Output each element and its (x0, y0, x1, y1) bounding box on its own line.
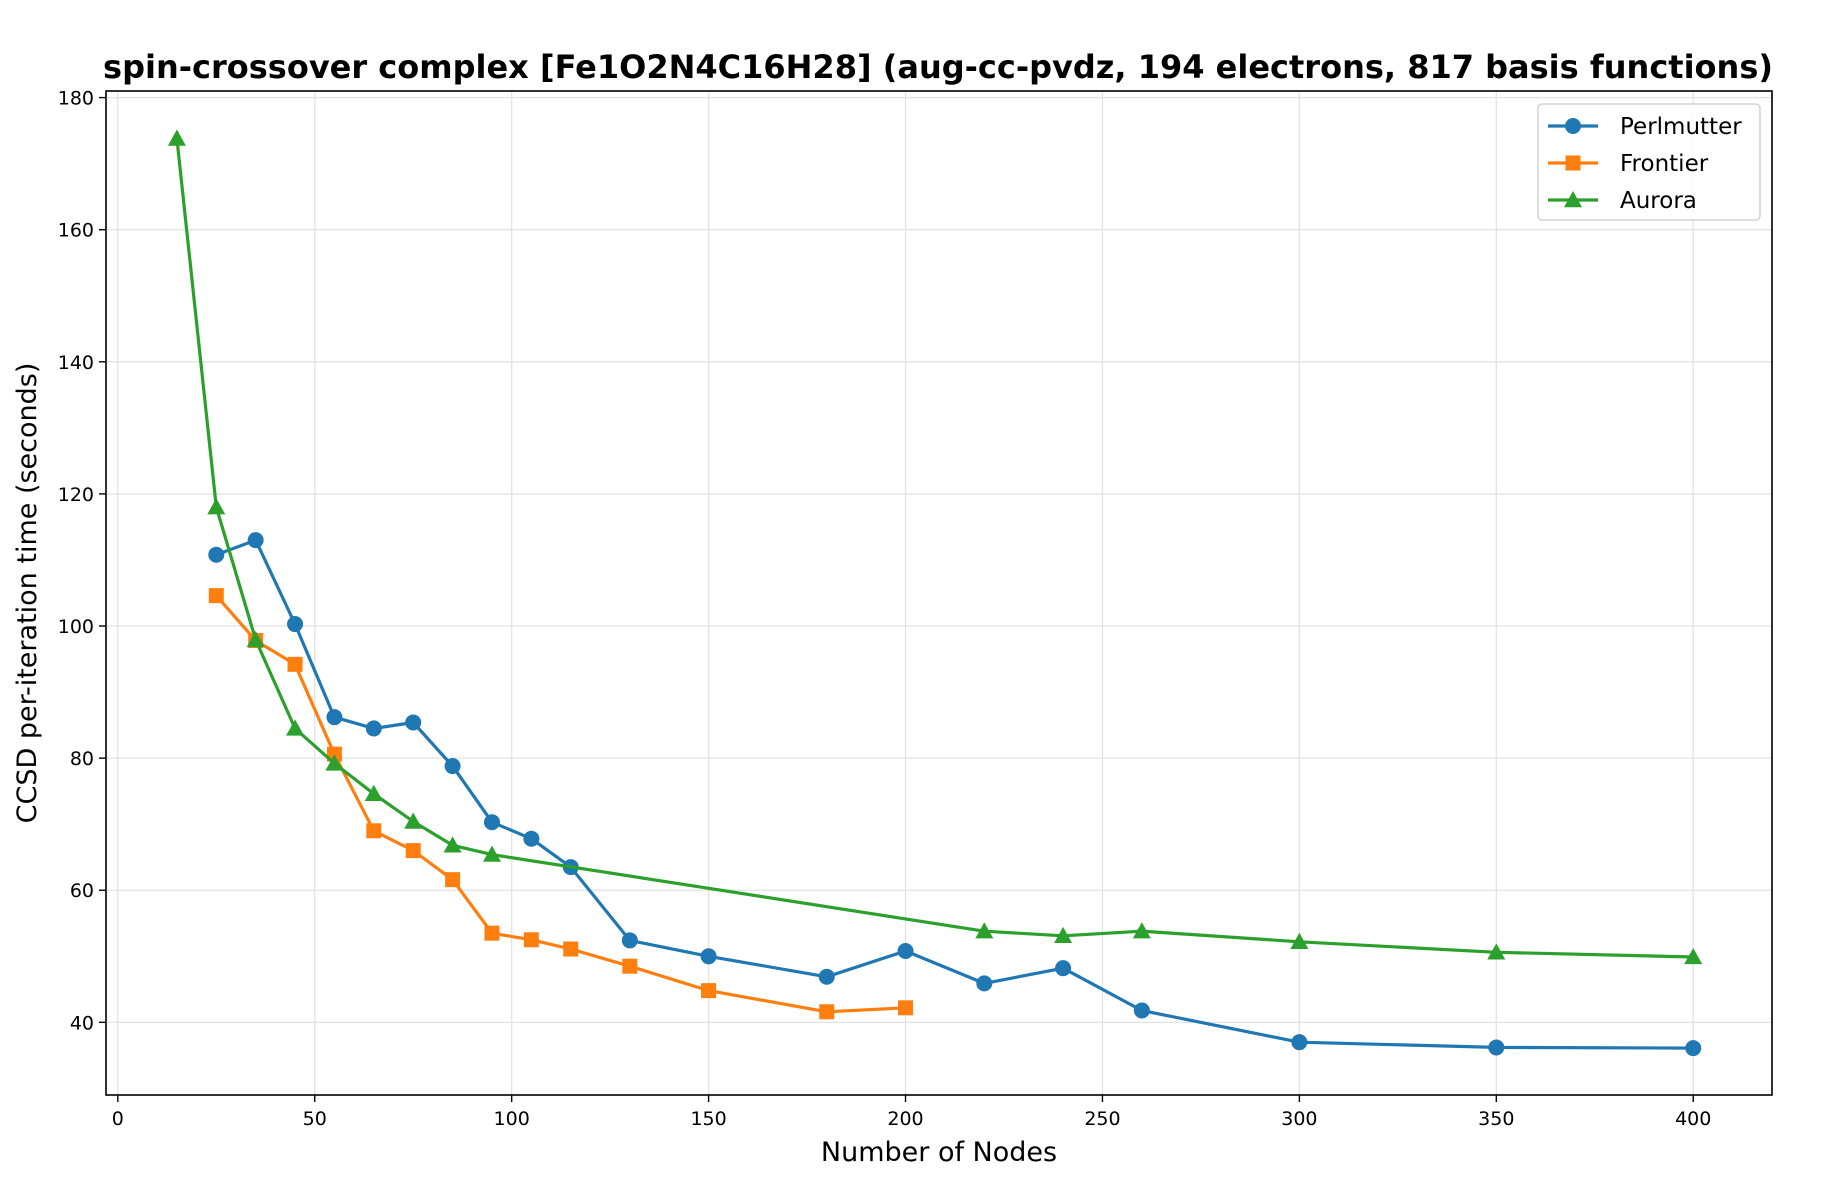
data-point-perlmutter (1055, 960, 1072, 977)
series-frontier (208, 588, 914, 1020)
data-point-frontier (563, 941, 579, 957)
data-point-aurora (207, 498, 226, 515)
data-point-perlmutter (444, 758, 461, 775)
data-point-perlmutter (621, 932, 638, 949)
data-point-perlmutter (1291, 1034, 1308, 1051)
x-tick-label: 200 (887, 1108, 923, 1130)
data-point-aurora (286, 719, 305, 736)
chart-title: spin-crossover complex [Fe1O2N4C16H28] (… (103, 48, 1773, 86)
x-tick-label: 50 (303, 1108, 327, 1130)
series-aurora (167, 129, 1703, 965)
data-point-aurora (1290, 932, 1309, 949)
legend-box (1537, 103, 1761, 221)
data-point-aurora (482, 845, 501, 862)
data-point-aurora (167, 129, 186, 146)
data-point-aurora (364, 784, 383, 801)
data-point-aurora (404, 812, 423, 829)
data-point-perlmutter (326, 709, 343, 726)
series-perlmutter (208, 532, 1702, 1057)
data-point-perlmutter (700, 948, 717, 965)
data-point-aurora (443, 836, 462, 853)
data-point-frontier (326, 746, 342, 762)
data-point-frontier (366, 823, 382, 839)
data-point-perlmutter (1488, 1039, 1505, 1056)
y-tick-label: 100 (58, 616, 94, 638)
data-point-frontier (622, 958, 638, 974)
x-tick-label: 0 (112, 1108, 124, 1130)
legend-item-frontier: Frontier (1548, 151, 1709, 177)
x-axis-label: Number of Nodes (821, 1137, 1057, 1168)
y-tick-label: 180 (58, 88, 94, 110)
data-point-frontier (445, 872, 461, 888)
data-point-frontier (287, 656, 303, 672)
data-point-frontier (405, 843, 421, 859)
plot-area-frame (105, 90, 1773, 1096)
x-tick-label: 100 (494, 1108, 530, 1130)
data-point-aurora (975, 922, 994, 939)
x-tick-label: 400 (1675, 1108, 1711, 1130)
y-tick-label: 140 (58, 352, 94, 374)
data-point-perlmutter (247, 532, 264, 549)
series-layer (167, 129, 1703, 1057)
x-tick-label: 250 (1084, 1108, 1120, 1130)
data-point-perlmutter (365, 720, 382, 737)
data-point-frontier (484, 925, 500, 941)
data-point-aurora (246, 630, 265, 648)
data-point-perlmutter (1133, 1002, 1150, 1019)
legend-item-aurora: Aurora (1548, 188, 1697, 214)
legend-marker-perlmutter (1565, 118, 1581, 134)
x-tick-label: 150 (690, 1108, 726, 1130)
legend-label-frontier: Frontier (1620, 151, 1709, 177)
legend-marker-aurora (1564, 191, 1582, 208)
data-point-aurora (1684, 947, 1703, 965)
y-tick-label: 160 (58, 220, 94, 242)
data-point-aurora (325, 754, 344, 771)
y-tick-label: 120 (58, 484, 94, 506)
x-tick-label: 350 (1478, 1108, 1514, 1130)
x-tick-label: 300 (1281, 1108, 1317, 1130)
y-axis: 40 60 80 100 120 140 160 180 (58, 88, 106, 1034)
y-axis-label: CCSD per-iteration time (seconds) (12, 363, 43, 824)
data-point-perlmutter (818, 968, 835, 985)
data-point-frontier (819, 1004, 835, 1020)
data-point-frontier (523, 932, 539, 948)
data-point-perlmutter (1685, 1040, 1702, 1057)
x-axis: 0 50 100 150 200 250 300 350 400 (112, 1095, 1711, 1130)
data-point-frontier (701, 983, 717, 999)
data-point-frontier (208, 588, 224, 604)
data-point-perlmutter (523, 830, 540, 847)
data-point-aurora (1487, 943, 1506, 960)
series-line-frontier (215, 594, 906, 1014)
data-point-frontier (898, 1000, 914, 1016)
y-tick-label: 80 (70, 748, 94, 770)
data-point-aurora (1132, 922, 1151, 939)
data-point-perlmutter (208, 546, 225, 563)
grid (106, 91, 1772, 1095)
y-tick-label: 60 (70, 880, 94, 902)
data-point-perlmutter (483, 814, 500, 831)
legend: Perlmutter Frontier Aurora (1537, 103, 1761, 221)
legend-item-perlmutter: Perlmutter (1548, 114, 1742, 140)
legend-marker-frontier (1565, 155, 1581, 171)
data-point-perlmutter (287, 616, 304, 633)
data-point-perlmutter (976, 975, 993, 992)
data-point-aurora (1054, 926, 1073, 944)
legend-label-perlmutter: Perlmutter (1620, 114, 1742, 140)
legend-label-aurora: Aurora (1620, 188, 1697, 214)
data-point-perlmutter (897, 943, 914, 960)
data-point-perlmutter (405, 714, 422, 731)
y-tick-label: 40 (70, 1012, 94, 1034)
